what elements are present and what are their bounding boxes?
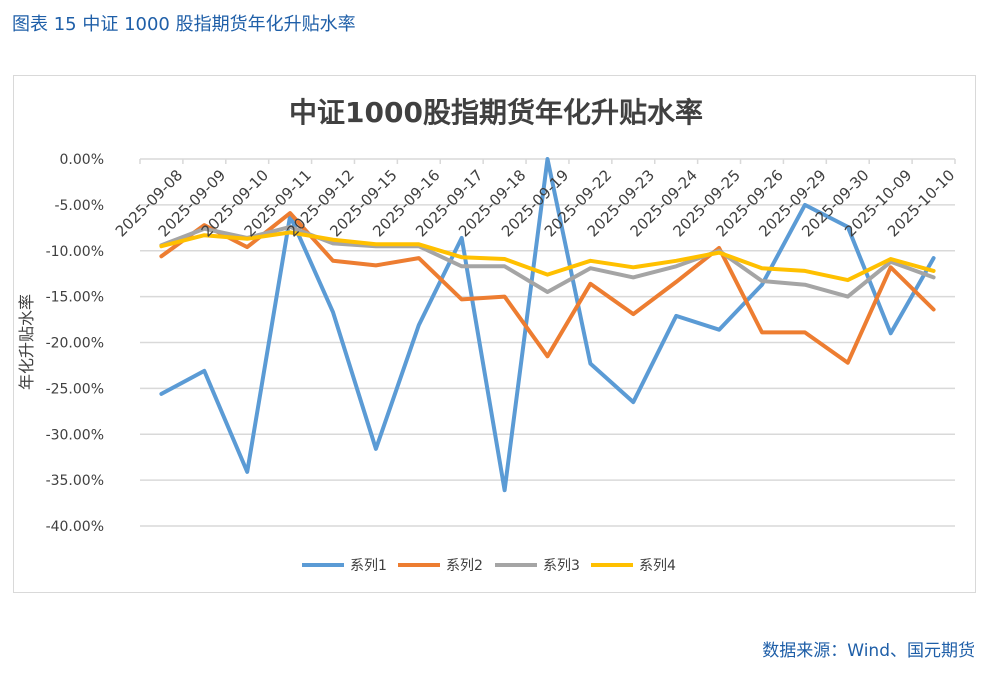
legend-label-3: 系列3	[543, 558, 580, 574]
y-tick-label: -20.00%	[46, 336, 104, 352]
legend-label-2: 系列2	[446, 558, 483, 574]
chart-frame	[13, 75, 976, 593]
y-tick-label: -40.00%	[46, 519, 104, 535]
y-axis-label: 年化升贴水率	[17, 294, 36, 390]
y-tick-label: -10.00%	[46, 244, 104, 260]
y-tick-label: -30.00%	[46, 427, 104, 443]
figure-title: 图表 15 中证 1000 股指期货年化升贴水率	[12, 14, 356, 35]
y-tick-label: -25.00%	[46, 381, 104, 397]
data-source: 数据来源：Wind、国元期货	[762, 641, 975, 661]
legend-label-1: 系列1	[350, 558, 387, 574]
y-tick-label: 0.00%	[60, 152, 104, 168]
y-tick-label: -15.00%	[46, 290, 104, 306]
y-tick-label: -5.00%	[54, 198, 104, 214]
legend-label-4: 系列4	[639, 558, 676, 574]
chart-title: 中证1000股指期货年化升贴水率	[289, 96, 703, 129]
y-tick-label: -35.00%	[46, 473, 104, 489]
series-line-4	[159, 230, 936, 283]
